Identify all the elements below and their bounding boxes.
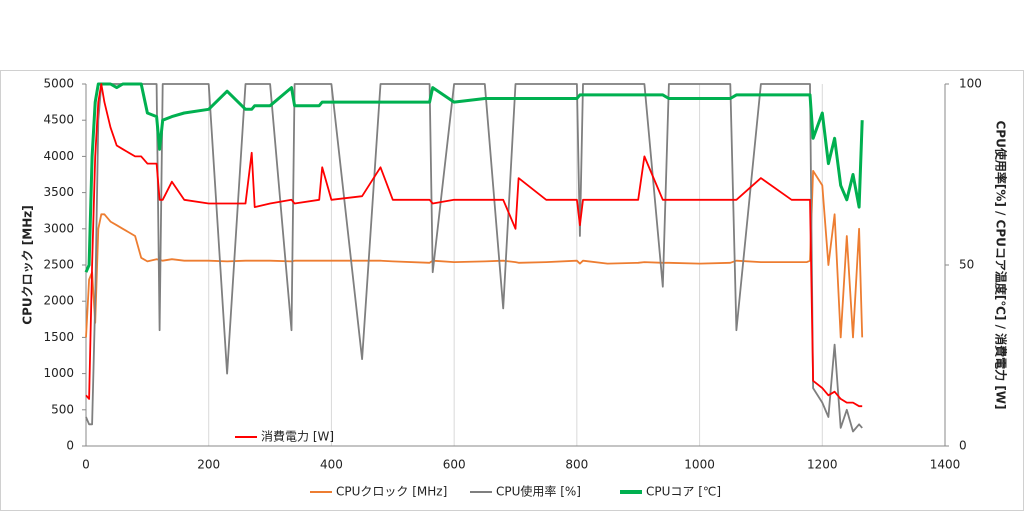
x-tick-label: 1000 <box>684 458 715 472</box>
x-tick-label: 400 <box>320 458 343 472</box>
legend-label: CPUコア [℃] <box>646 485 721 499</box>
y-tick-label: 4500 <box>43 113 74 127</box>
x-tick-label: 0 <box>82 458 90 472</box>
y-tick-label: 2500 <box>43 258 74 272</box>
series-line <box>85 83 863 408</box>
y-tick-label: 3000 <box>43 221 74 235</box>
y2-tick-label: 100 <box>959 77 982 91</box>
series-line <box>85 83 863 433</box>
legend-label: 消費電力 [W] <box>261 429 334 444</box>
y2-tick-label: 50 <box>959 258 974 272</box>
series-line <box>85 169 864 339</box>
y-tick-label: 1000 <box>43 366 74 380</box>
y-tick-label: 0 <box>66 439 74 453</box>
y-tick-label: 3500 <box>43 185 74 199</box>
y2-tick-label: 0 <box>959 439 967 453</box>
x-tick-label: 200 <box>197 458 220 472</box>
legend-label: CPUクロック [MHz] <box>336 485 447 499</box>
x-tick-label: 1400 <box>930 458 961 472</box>
y-tick-label: 5000 <box>43 77 74 91</box>
y-tick-label: 2000 <box>43 294 74 308</box>
legend-label: CPU使用率 [%] <box>496 484 581 499</box>
x-tick-label: 1200 <box>807 458 838 472</box>
y-tick-label: 500 <box>51 402 74 416</box>
y-axis-title: CPUクロック [MHz] <box>21 205 35 324</box>
x-tick-label: 800 <box>565 458 588 472</box>
x-tick-label: 600 <box>443 458 466 472</box>
y2-axis-title: CPU使用率[%] / CPUコア温度[℃] / 消費電力 [W] <box>994 120 1009 409</box>
y-tick-label: 1500 <box>43 330 74 344</box>
y-tick-label: 4000 <box>43 149 74 163</box>
series-line <box>84 82 864 273</box>
